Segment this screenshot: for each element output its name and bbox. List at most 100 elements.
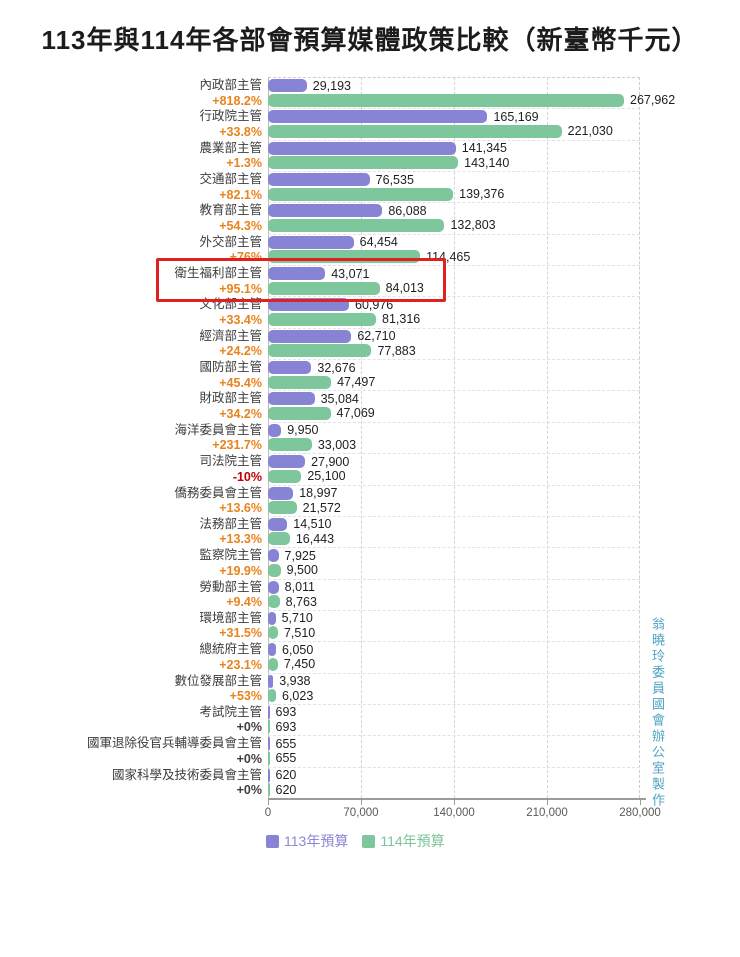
value-label-113: 62,710 xyxy=(357,329,396,344)
bar-114 xyxy=(268,187,454,201)
category-label: 行政院主管 xyxy=(199,109,262,124)
row-separator xyxy=(268,202,640,204)
value-label-114: 620 xyxy=(275,782,297,797)
legend-swatch-113-icon xyxy=(266,834,279,848)
category-label: 海洋委員會主管 xyxy=(174,422,262,437)
row-separator xyxy=(268,453,640,455)
value-label-113: 27,900 xyxy=(311,454,350,469)
bar-113 xyxy=(268,549,279,563)
bar-114 xyxy=(268,595,280,609)
change-percent-label: +53% xyxy=(229,689,262,704)
x-axis-tick-label: 280,000 xyxy=(619,807,661,819)
value-label-114: 267,962 xyxy=(630,93,676,107)
value-label-113: 141,345 xyxy=(461,141,507,156)
row-separator xyxy=(268,672,640,674)
bar-114 xyxy=(268,281,380,295)
change-percent-label: +23.1% xyxy=(219,657,262,672)
change-percent-label: +231.7% xyxy=(212,438,262,453)
value-label-114: 143,140 xyxy=(464,155,510,170)
bar-113 xyxy=(268,204,383,218)
value-label-114: 8,763 xyxy=(285,594,317,609)
value-label-113: 60,976 xyxy=(355,297,394,312)
row-separator xyxy=(268,578,640,580)
category-label: 國家科學及技術委員會主管 xyxy=(111,767,262,782)
value-label-113: 35,084 xyxy=(320,391,359,406)
value-label-113: 7,925 xyxy=(284,548,316,563)
change-percent-label: +1.3% xyxy=(226,156,262,171)
value-label-113: 76,535 xyxy=(375,172,414,187)
change-percent-label: +0% xyxy=(236,783,262,798)
gridline-x-140000 xyxy=(454,77,455,798)
bar-114 xyxy=(268,250,421,264)
category-label: 財政部主管 xyxy=(199,391,262,406)
bar-113 xyxy=(268,392,315,406)
x-axis-tick-label: 140,000 xyxy=(433,807,475,819)
row-separator xyxy=(268,171,640,173)
value-label-114: 7,510 xyxy=(283,625,316,640)
value-label-114: 221,030 xyxy=(567,124,613,139)
change-percent-label: +33.8% xyxy=(219,124,262,139)
value-label-114: 33,003 xyxy=(317,437,357,452)
bar-114 xyxy=(268,93,624,107)
chart-title: 113年與114年各部會預算媒體政策比較（新臺幣千元） xyxy=(41,25,699,55)
legend-swatch-114-icon xyxy=(362,834,376,848)
bar-114 xyxy=(268,218,445,232)
value-label-113: 655 xyxy=(275,736,297,751)
bar-114 xyxy=(268,344,372,358)
category-label: 內政部主管 xyxy=(199,78,262,92)
change-percent-label: +54.3% xyxy=(219,218,262,233)
change-percent-label: +34.2% xyxy=(219,406,262,421)
bar-113 xyxy=(268,329,352,343)
bar-113 xyxy=(268,611,276,625)
row-separator xyxy=(268,515,640,517)
value-label-114: 84,013 xyxy=(385,281,424,296)
row-separator xyxy=(268,233,640,235)
bar-113 xyxy=(268,643,277,657)
change-percent-label: +818.2% xyxy=(212,93,262,108)
change-percent-label: +76% xyxy=(229,250,262,265)
change-percent-label: +24.2% xyxy=(219,344,262,359)
bar-114 xyxy=(268,438,312,452)
change-percent-label: +13.3% xyxy=(219,532,262,547)
row-separator xyxy=(268,484,640,486)
value-label-114: 693 xyxy=(275,719,297,734)
bar-114 xyxy=(268,501,297,515)
bar-113 xyxy=(268,141,456,155)
category-label: 外交部主管 xyxy=(199,234,262,249)
value-label-114: 132,803 xyxy=(450,218,496,233)
bar-113 xyxy=(268,110,488,124)
row-separator xyxy=(268,359,640,361)
bar-113 xyxy=(268,486,294,500)
category-label: 司法院主管 xyxy=(199,454,262,469)
bar-113 xyxy=(268,361,312,375)
category-label: 監察院主管 xyxy=(199,548,262,563)
x-axis-tick-label: 0 xyxy=(264,807,272,819)
category-label: 數位發展部主管 xyxy=(174,673,262,688)
value-label-114: 77,883 xyxy=(377,343,416,358)
legend-label-113: 113年預算 xyxy=(284,833,349,849)
value-label-114: 16,443 xyxy=(295,531,335,546)
category-label: 教育部主管 xyxy=(199,203,262,218)
x-axis-tick-label: 70,000 xyxy=(343,807,379,819)
bar-114 xyxy=(268,406,331,420)
value-label-114: 139,376 xyxy=(459,187,505,202)
row-separator xyxy=(268,735,640,737)
bar-114 xyxy=(268,657,278,671)
row-separator xyxy=(268,327,640,329)
value-label-113: 5,710 xyxy=(281,611,313,626)
value-label-113: 6,050 xyxy=(282,642,314,657)
x-axis-tick xyxy=(454,800,455,805)
change-percent-label: +82.1% xyxy=(219,187,262,202)
bar-114 xyxy=(268,156,459,170)
value-label-113: 86,088 xyxy=(388,203,427,218)
value-label-113: 32,676 xyxy=(317,360,356,375)
value-label-114: 7,450 xyxy=(283,657,316,672)
row-separator xyxy=(268,703,640,705)
x-axis-tick xyxy=(640,800,641,805)
category-label: 考試院主管 xyxy=(199,704,262,719)
bar-114 xyxy=(268,751,270,765)
change-percent-label: +13.6% xyxy=(219,501,262,516)
change-percent-label: +19.9% xyxy=(219,563,262,578)
bar-113 xyxy=(268,79,307,92)
bar-114 xyxy=(268,783,270,797)
